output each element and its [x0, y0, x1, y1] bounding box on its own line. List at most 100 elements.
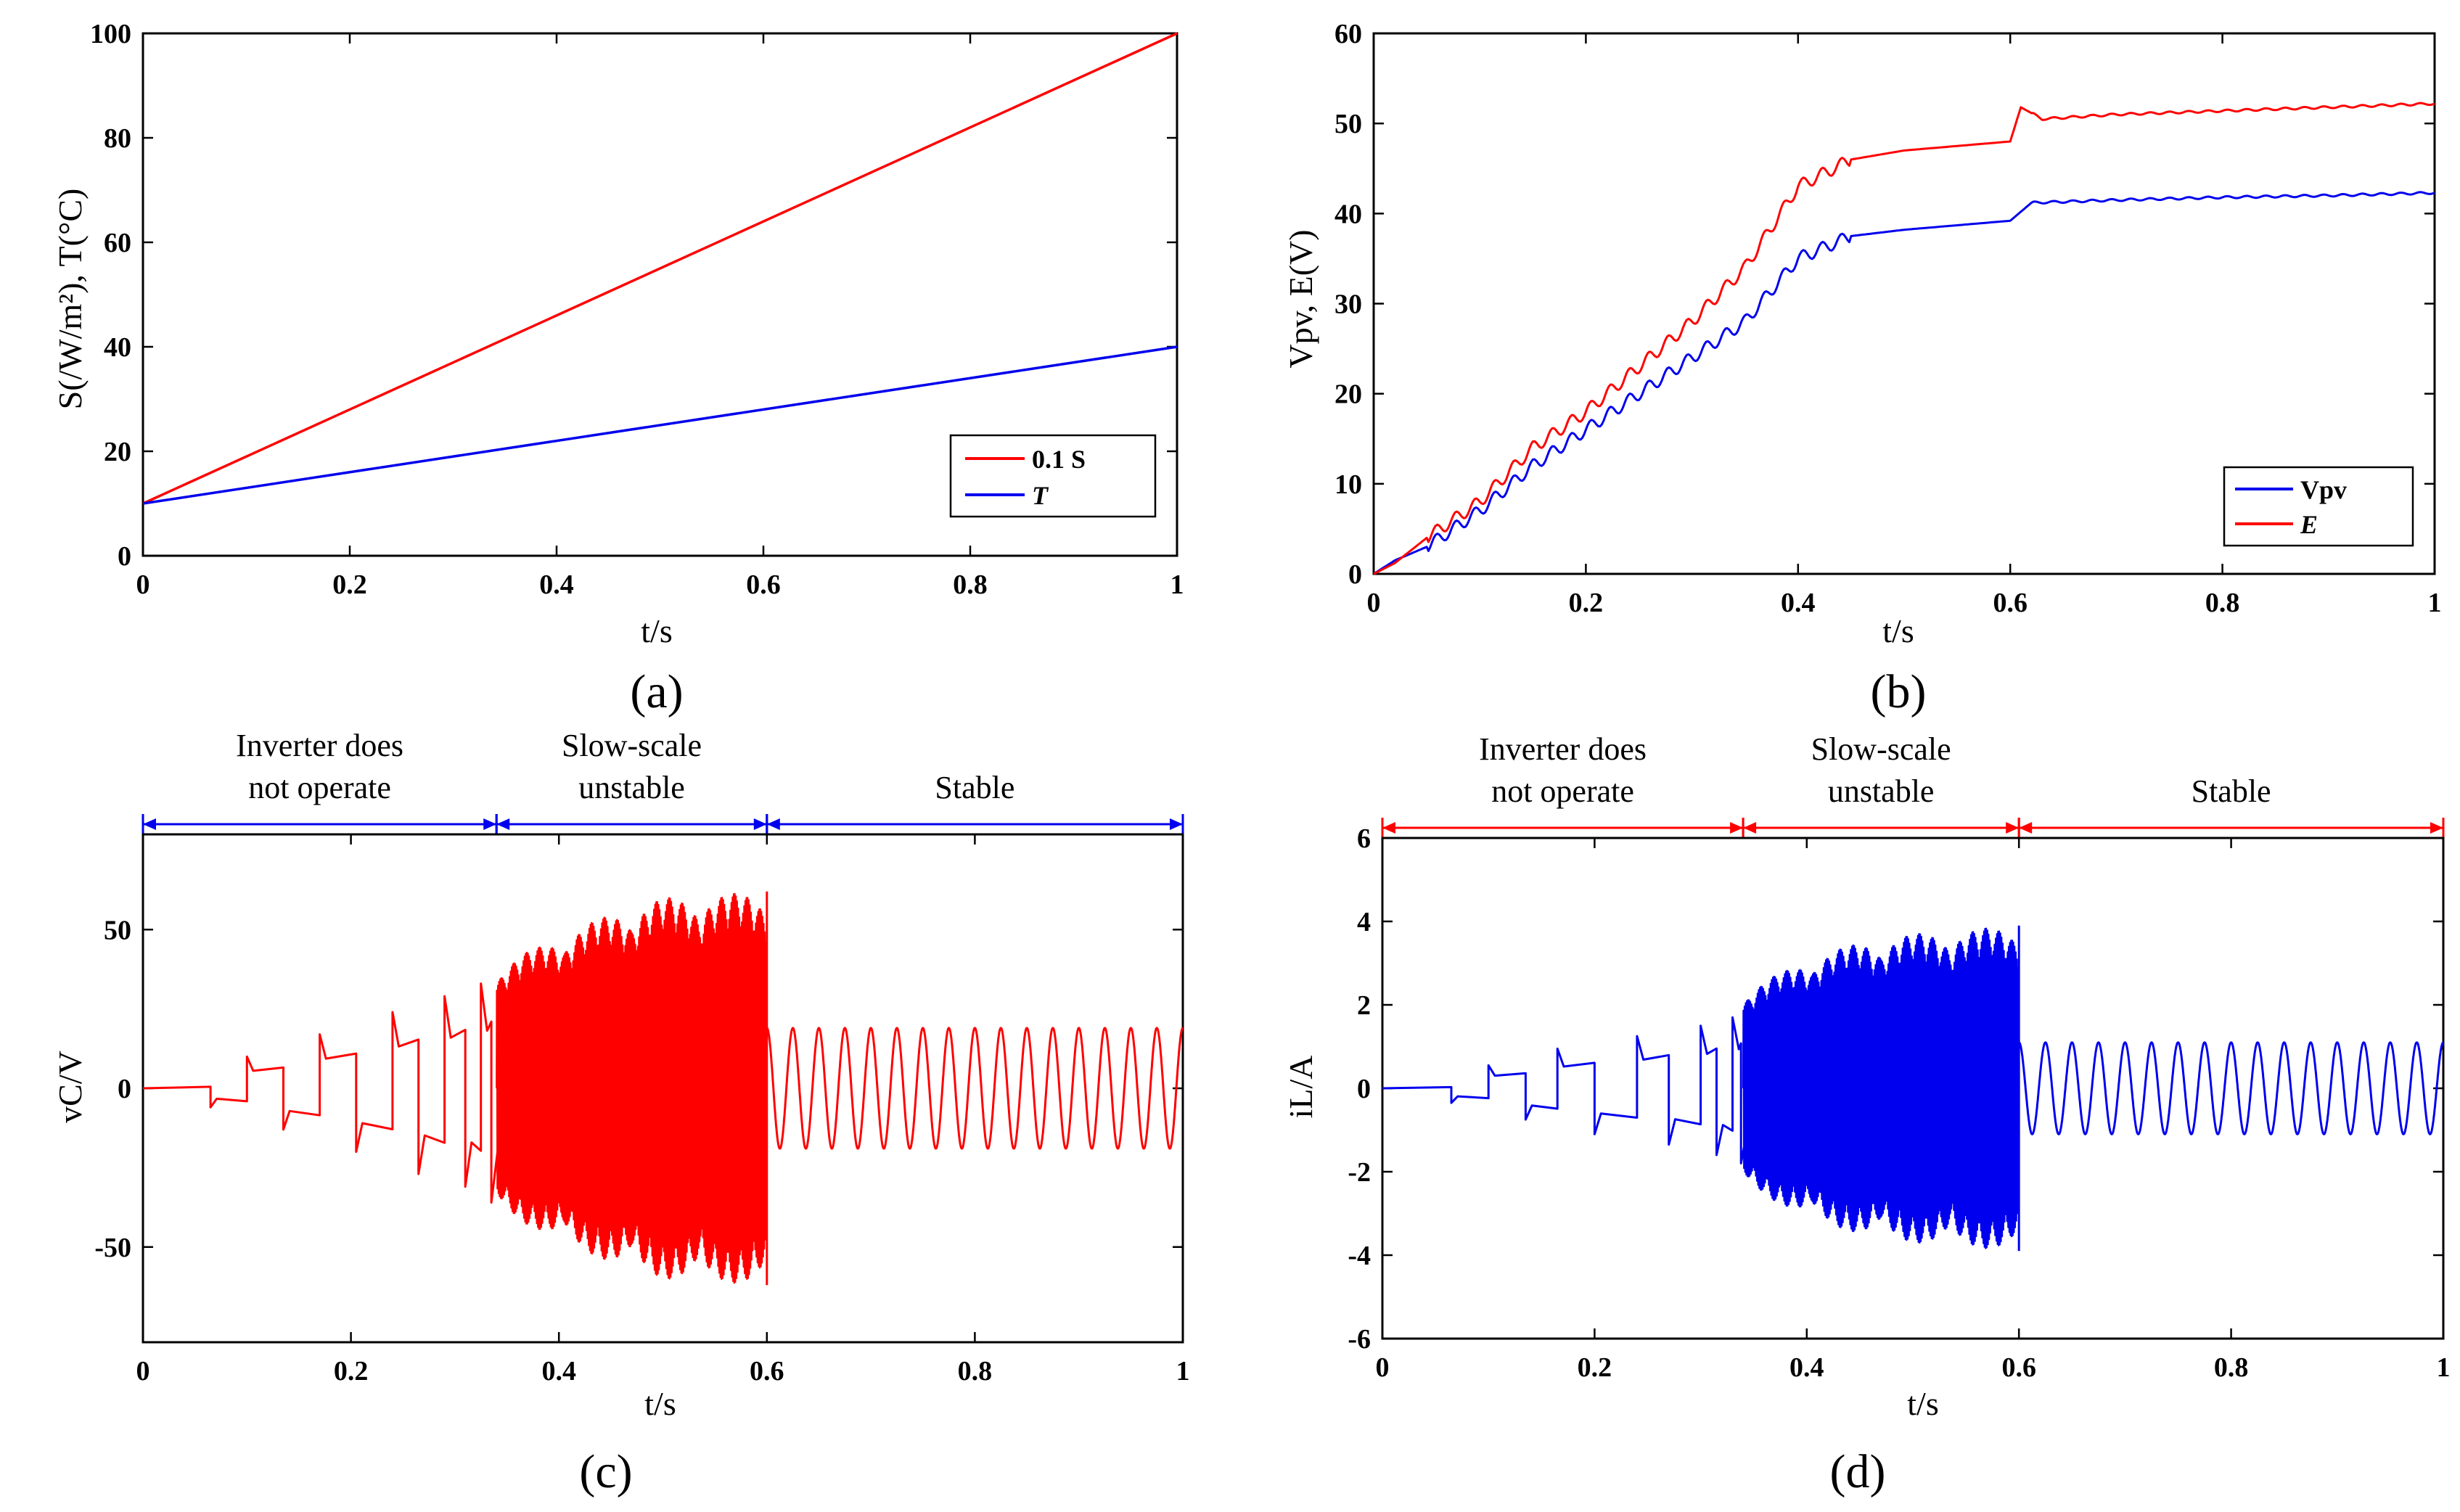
legend-box-a	[949, 434, 1157, 518]
x-tick-label: 0.8	[2214, 1352, 2249, 1383]
region-label: Stable	[935, 770, 1014, 805]
series-lines-c	[142, 891, 1184, 1286]
region-label: Slow-scale	[1811, 731, 1951, 767]
xlabel-b: t/s	[1882, 612, 1914, 649]
y-tick-label: 0	[1357, 1074, 1371, 1104]
x-tick-label: 0.4	[1781, 588, 1816, 618]
waveform-inverter-off	[142, 982, 499, 1204]
x-tick-label: 0.8	[2205, 588, 2240, 618]
waveform-unstable	[1742, 927, 2020, 1249]
series-line-Vpv	[1373, 191, 2435, 575]
y-tick-label: 2	[1357, 990, 1371, 1021]
region-arrowhead-left	[496, 818, 510, 830]
y-tick-label: 6	[1357, 823, 1371, 854]
region-label: unstable	[1828, 773, 1935, 809]
waveform-unstable	[496, 892, 768, 1284]
region-label: Stable	[2192, 773, 2271, 809]
x-tick-label: 1	[2437, 1352, 2451, 1383]
x-tick-label: 0.2	[1569, 588, 1604, 618]
y-tick-label: -6	[1348, 1324, 1371, 1355]
region-annotations-d: Inverter does not operate Slow-scale unstab…	[1381, 731, 2445, 838]
region-label: not operate	[1491, 773, 1634, 809]
x-tick-label: 0.6	[2001, 1352, 2036, 1383]
legend-a: 0.1 S T	[949, 434, 1157, 518]
region-label: Inverter does	[1479, 731, 1647, 767]
x-tick-label: 0.6	[1993, 588, 2028, 618]
y-tick-label: 4	[1357, 907, 1371, 937]
region-arrowhead-left	[1743, 822, 1757, 834]
x-tick-label: 0	[136, 1356, 150, 1386]
region-arrowhead-right	[483, 818, 497, 830]
ylabel-a: S(/W/m²), T(°C)	[52, 189, 89, 410]
panel-label-d: (d)	[1830, 1445, 1886, 1498]
y-tick-label: 100	[90, 19, 131, 49]
legend-label-b-1: E	[2300, 510, 2318, 539]
y-tick-label: 0	[118, 541, 131, 572]
legend-b: Vpv E	[2223, 466, 2414, 547]
y-tick-label: 50	[104, 915, 131, 945]
x-tick-label: 0.2	[334, 1356, 369, 1386]
panel-label-c: (c)	[579, 1445, 632, 1498]
region-label: Inverter does	[236, 728, 403, 763]
x-tick-label: 0.4	[541, 1356, 576, 1386]
x-tick-label: 1	[1170, 570, 1184, 600]
waveform-stable	[766, 1027, 1184, 1150]
panel-label-a: (a)	[630, 665, 683, 718]
region-arrowhead-right	[2430, 822, 2443, 834]
y-tick-label: 60	[104, 228, 131, 258]
y-tick-label: 0	[118, 1074, 131, 1104]
region-arrowhead-right	[753, 818, 767, 830]
x-tick-label: 0	[1367, 588, 1381, 618]
y-tick-label: -2	[1348, 1157, 1371, 1188]
y-tick-label: 10	[1334, 469, 1362, 500]
region-label: Slow-scale	[562, 728, 702, 763]
series-line-E	[1373, 102, 2435, 575]
region-arrowhead-right	[2006, 822, 2020, 834]
y-tick-label: 20	[1334, 379, 1362, 410]
y-tick-label: -50	[94, 1233, 131, 1263]
y-tick-label: 40	[1334, 199, 1362, 229]
x-tick-label: 1	[2428, 588, 2442, 618]
region-arrowhead-left	[2019, 822, 2033, 834]
x-tick-label: 0.4	[1789, 1352, 1824, 1383]
plot-area-a	[142, 32, 1178, 557]
xlabel-d: t/s	[1907, 1385, 1938, 1422]
ylabel-d: iL/A	[1282, 1056, 1319, 1119]
xlabel-c: t/s	[644, 1385, 676, 1422]
x-tick-label: 0.8	[958, 1356, 993, 1386]
x-tick-label: 0.6	[750, 1356, 784, 1386]
y-tick-label: 50	[1334, 109, 1362, 139]
legend-label-a-1: T	[1032, 481, 1049, 510]
y-tick-label: -4	[1348, 1241, 1371, 1271]
series-line-S	[142, 32, 1178, 505]
legend-label-a-0: 0.1 S	[1032, 445, 1086, 474]
chart-panel-c: Inverter does not operate Slow-scale unstab…	[52, 728, 1190, 1498]
axis-ticks-c: 0 0.2 0.4 0.6 0.8 1 -50 0 50	[94, 834, 1190, 1386]
region-arrowhead-left	[143, 818, 156, 830]
series-lines-a	[142, 32, 1178, 505]
axis-ticks-a: 0 0.2 0.4 0.6 0.8 1 0 20 40 60 80 100	[90, 19, 1184, 600]
y-tick-label: 80	[104, 123, 131, 154]
region-annotations-c: Inverter does not operate Slow-scale unstab…	[142, 728, 1184, 834]
y-tick-label: 20	[104, 437, 131, 467]
region-arrowhead-right	[1730, 822, 1744, 834]
y-tick-label: 30	[1334, 289, 1362, 320]
waveform-stable	[2018, 1041, 2445, 1135]
y-tick-label: 60	[1334, 19, 1362, 49]
x-tick-label: 0	[136, 570, 150, 600]
region-arrowhead-left	[766, 818, 780, 830]
legend-label-b-0: Vpv	[2300, 475, 2347, 504]
x-tick-label: 0.6	[746, 570, 781, 600]
x-tick-label: 0	[1376, 1352, 1390, 1383]
x-tick-label: 0.2	[332, 570, 367, 600]
series-lines-b	[1373, 102, 2435, 575]
region-arrowhead-left	[1382, 822, 1395, 834]
y-tick-label: 0	[1348, 559, 1362, 590]
waveform-inverter-off	[1382, 1016, 1749, 1164]
ylabel-b: Vpv, E(V)	[1282, 229, 1319, 368]
x-tick-label: 0.4	[539, 570, 574, 600]
x-tick-label: 0.2	[1578, 1352, 1612, 1383]
region-label: not operate	[248, 770, 391, 805]
